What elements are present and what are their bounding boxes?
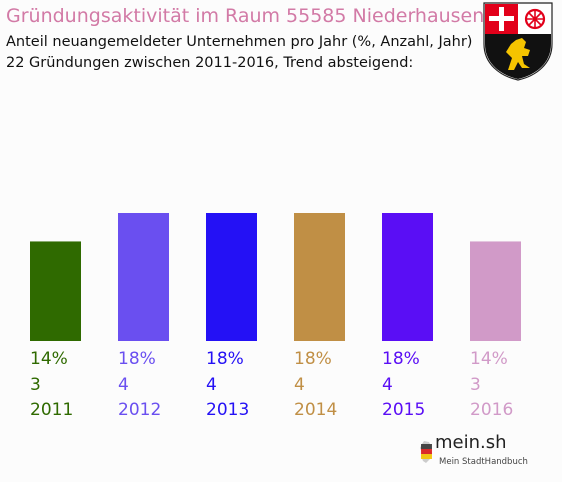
bar-2016 <box>470 241 521 341</box>
germany-map-icon <box>420 441 432 463</box>
bar-year-label: 2016 <box>470 400 513 420</box>
chart-subtitle: Anteil neuangemeldeter Unternehmen pro J… <box>6 34 473 50</box>
bar-year-label: 2013 <box>206 400 249 420</box>
bar-count-label: 3 <box>470 375 481 395</box>
bar-year-label: 2014 <box>294 400 337 420</box>
footer-brand: mein.sh <box>435 432 507 453</box>
mein-sh-logo: mein.sh Mein StadtHandbuch <box>418 432 528 472</box>
bar-value-label: 14% <box>30 349 68 369</box>
bar-year-label: 2012 <box>118 400 161 420</box>
bar-count-label: 4 <box>382 375 393 395</box>
bar-count-label: 3 <box>30 375 41 395</box>
bar-year-label: 2015 <box>382 400 425 420</box>
bar-2012 <box>118 213 169 341</box>
chart-summary: 22 Gründungen zwischen 2011-2016, Trend … <box>6 55 414 71</box>
bar-value-label: 18% <box>382 349 420 369</box>
bar-value-label: 18% <box>206 349 244 369</box>
chart-title: Gründungsaktivität im Raum 55585 Niederh… <box>6 5 485 27</box>
bar-2014 <box>294 213 345 341</box>
bar-count-label: 4 <box>206 375 217 395</box>
bar-year-label: 2011 <box>30 400 73 420</box>
bar-count-label: 4 <box>118 375 129 395</box>
bar-count-label: 4 <box>294 375 305 395</box>
bar-2013 <box>206 213 257 341</box>
footer-tagline: Mein StadtHandbuch <box>439 457 528 467</box>
coat-of-arms-icon <box>483 2 553 81</box>
bar-2011 <box>30 241 81 341</box>
bar-value-label: 18% <box>118 349 156 369</box>
bar-value-label: 18% <box>294 349 332 369</box>
bar-value-label: 14% <box>470 349 508 369</box>
bar-2015 <box>382 213 433 341</box>
